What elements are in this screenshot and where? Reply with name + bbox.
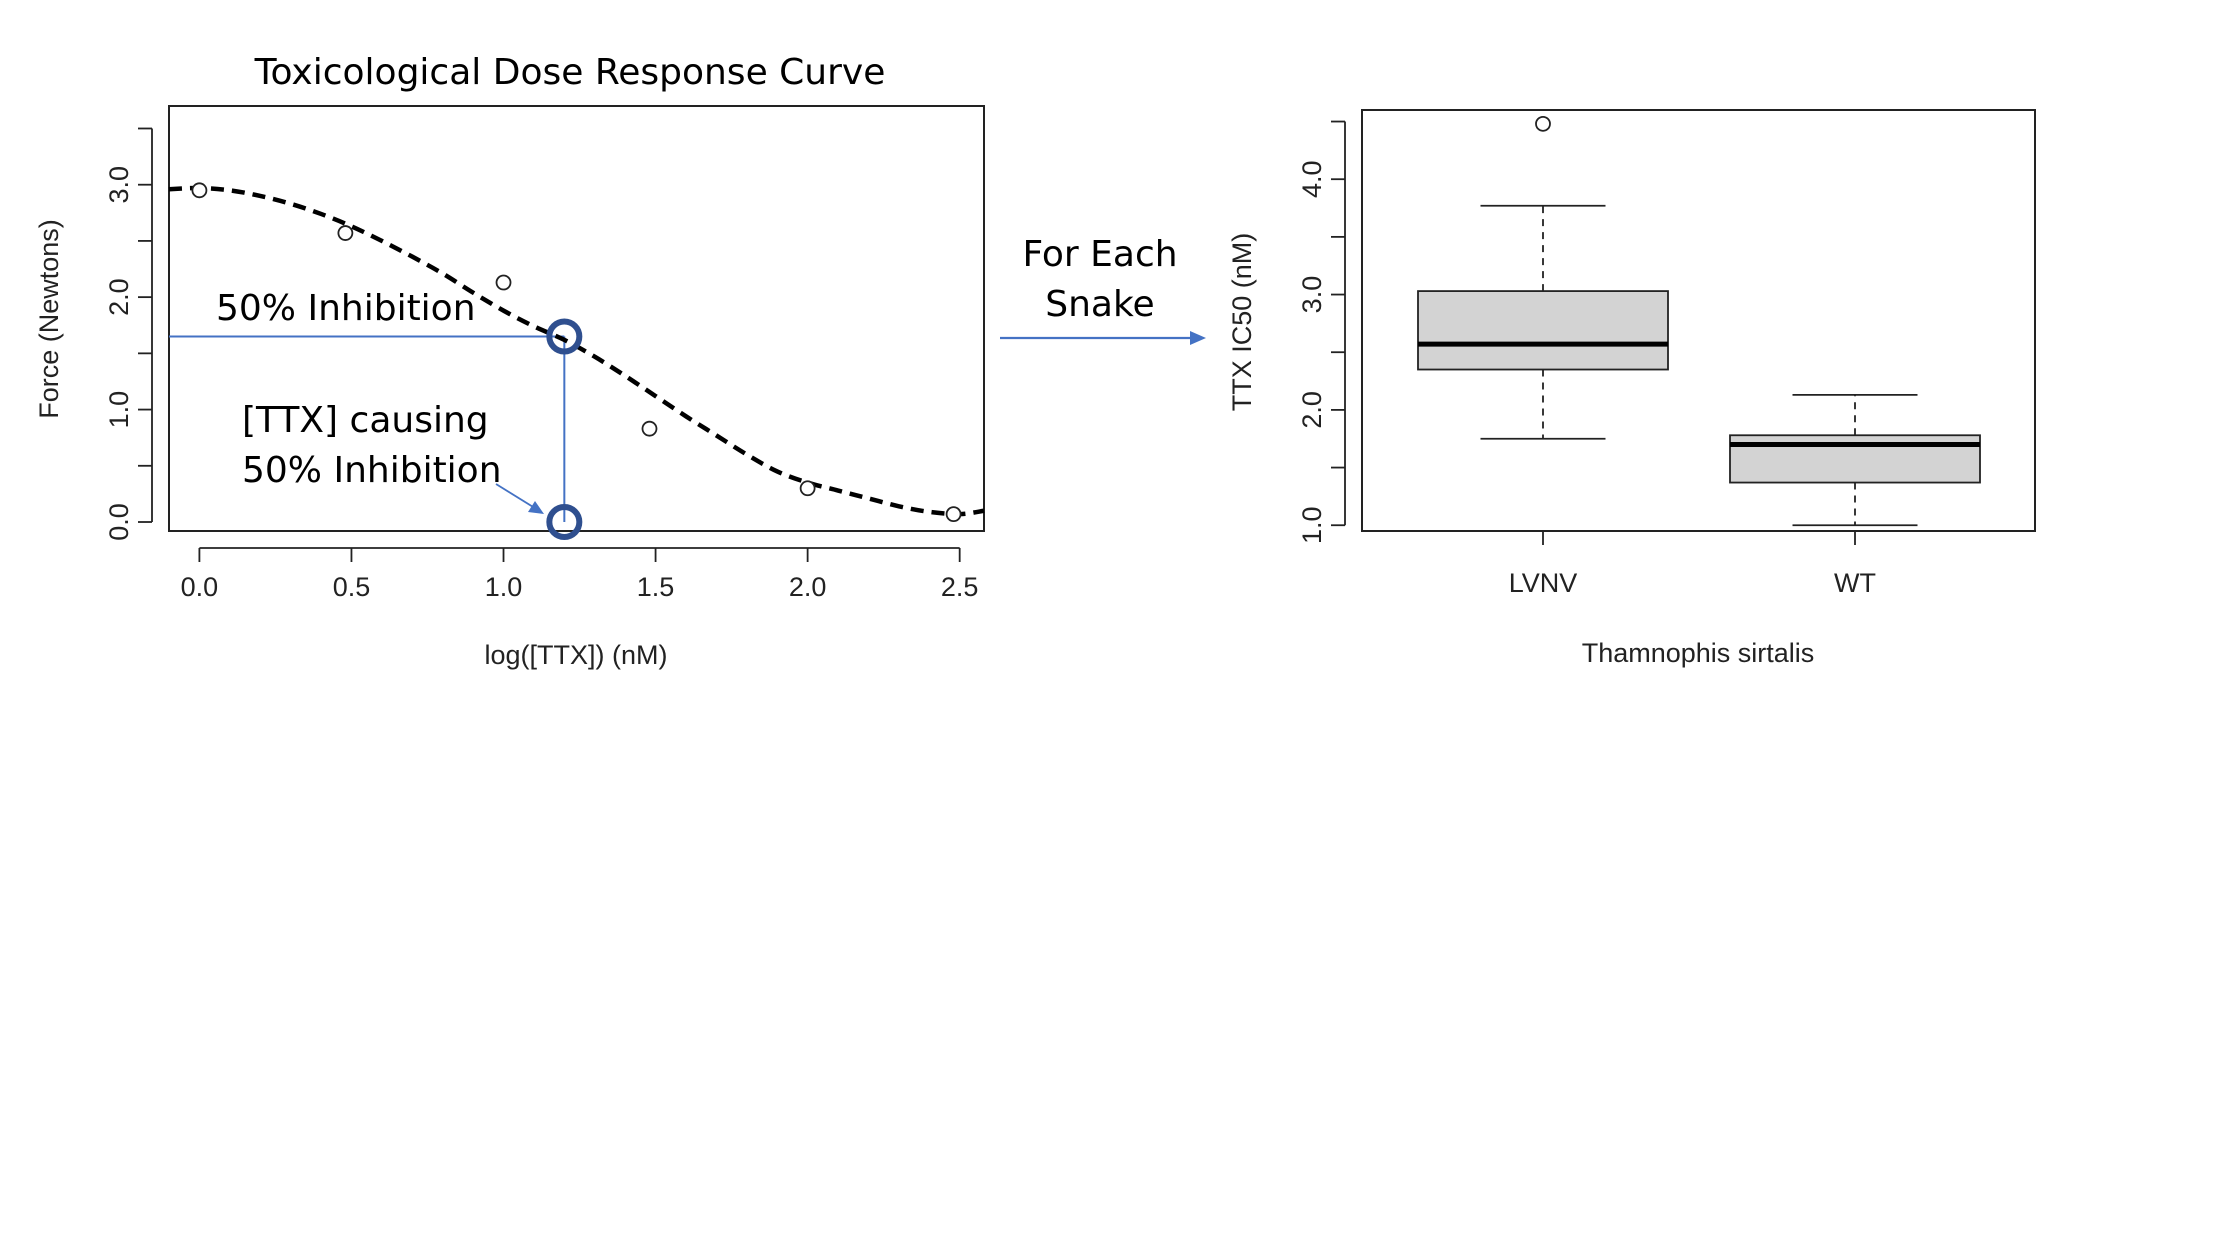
box-lvnv (1417, 115, 1669, 440)
dose-response-panel: Toxicological Dose Response Curve 0.0 1.0… (34, 52, 985, 670)
y-tick-label: 3.0 (104, 166, 134, 204)
y-tick-label: 1.0 (1297, 506, 1327, 544)
boxplot-y-axis: 1.0 2.0 3.0 4.0 (1297, 120, 1346, 544)
data-point (641, 420, 658, 437)
data-point (337, 225, 354, 241)
y-tick-label: 4.0 (1297, 160, 1327, 198)
fifty-percent-inhibition-label: 50% Inhibition (216, 288, 476, 329)
connector-label-line1: For Each (1022, 234, 1177, 275)
ttx-label-pointer-arrowhead (528, 501, 544, 514)
dose-response-y-axis-label: Force (Newtons) (34, 219, 64, 419)
ic50-boxplot-panel: 1.0 2.0 3.0 4.0 LVNV WT TTX IC50 (nM) Thamno… (1227, 109, 2036, 668)
x-tick-label: 0.0 (181, 572, 219, 602)
inhibition-guides (169, 335, 566, 523)
interquartile-box (1417, 290, 1669, 371)
ic50-axis-marker (546, 504, 583, 541)
observed-points (191, 182, 962, 523)
data-point (945, 506, 962, 523)
x-category-label: LVNV (1509, 568, 1578, 598)
for-each-snake-connector: For Each Snake (1000, 234, 1206, 345)
connector-label-line2: Snake (1045, 284, 1154, 325)
boxplot-boxes (1417, 115, 1981, 527)
x-tick-label: 2.0 (789, 572, 827, 602)
y-tick-label: 1.0 (104, 391, 134, 429)
box-wt (1729, 393, 1981, 527)
x-tick-label: 2.5 (941, 572, 979, 602)
fitted-dose-response-curve (168, 185, 985, 517)
connector-arrowhead (1190, 331, 1206, 345)
x-category-label: WT (1834, 568, 1876, 598)
ttx-label-pointer-arrow (495, 483, 539, 511)
boxplot-x-axis: LVNV WT (1509, 530, 1876, 598)
dose-response-title: Toxicological Dose Response Curve (254, 52, 886, 93)
outlier-point (1535, 115, 1551, 132)
x-tick-label: 1.0 (485, 572, 523, 602)
y-tick-label: 2.0 (104, 278, 134, 316)
dose-response-y-axis: 0.0 1.0 2.0 3.0 (104, 127, 153, 541)
ic50-markers (546, 318, 583, 541)
boxplot-y-axis-label: TTX IC50 (nM) (1227, 233, 1257, 412)
ttx-causing-label-line2: 50% Inhibition (242, 450, 502, 491)
ttx-causing-label-line1: [TTX] causing (242, 400, 489, 441)
x-tick-label: 0.5 (333, 572, 371, 602)
dose-response-x-axis: 0.0 0.5 1.0 1.5 2.0 2.5 (181, 547, 979, 602)
dose-response-x-axis-label: log([TTX]) (nM) (484, 640, 667, 670)
data-point (191, 182, 208, 199)
y-tick-label: 3.0 (1297, 276, 1327, 314)
y-tick-label: 2.0 (1297, 391, 1327, 429)
y-tick-label: 0.0 (104, 503, 134, 541)
data-point (799, 480, 816, 497)
boxplot-x-axis-label: Thamnophis sirtalis (1582, 638, 1815, 668)
ic50-curve-marker (546, 318, 583, 355)
data-point (495, 274, 512, 291)
x-tick-label: 1.5 (637, 572, 675, 602)
